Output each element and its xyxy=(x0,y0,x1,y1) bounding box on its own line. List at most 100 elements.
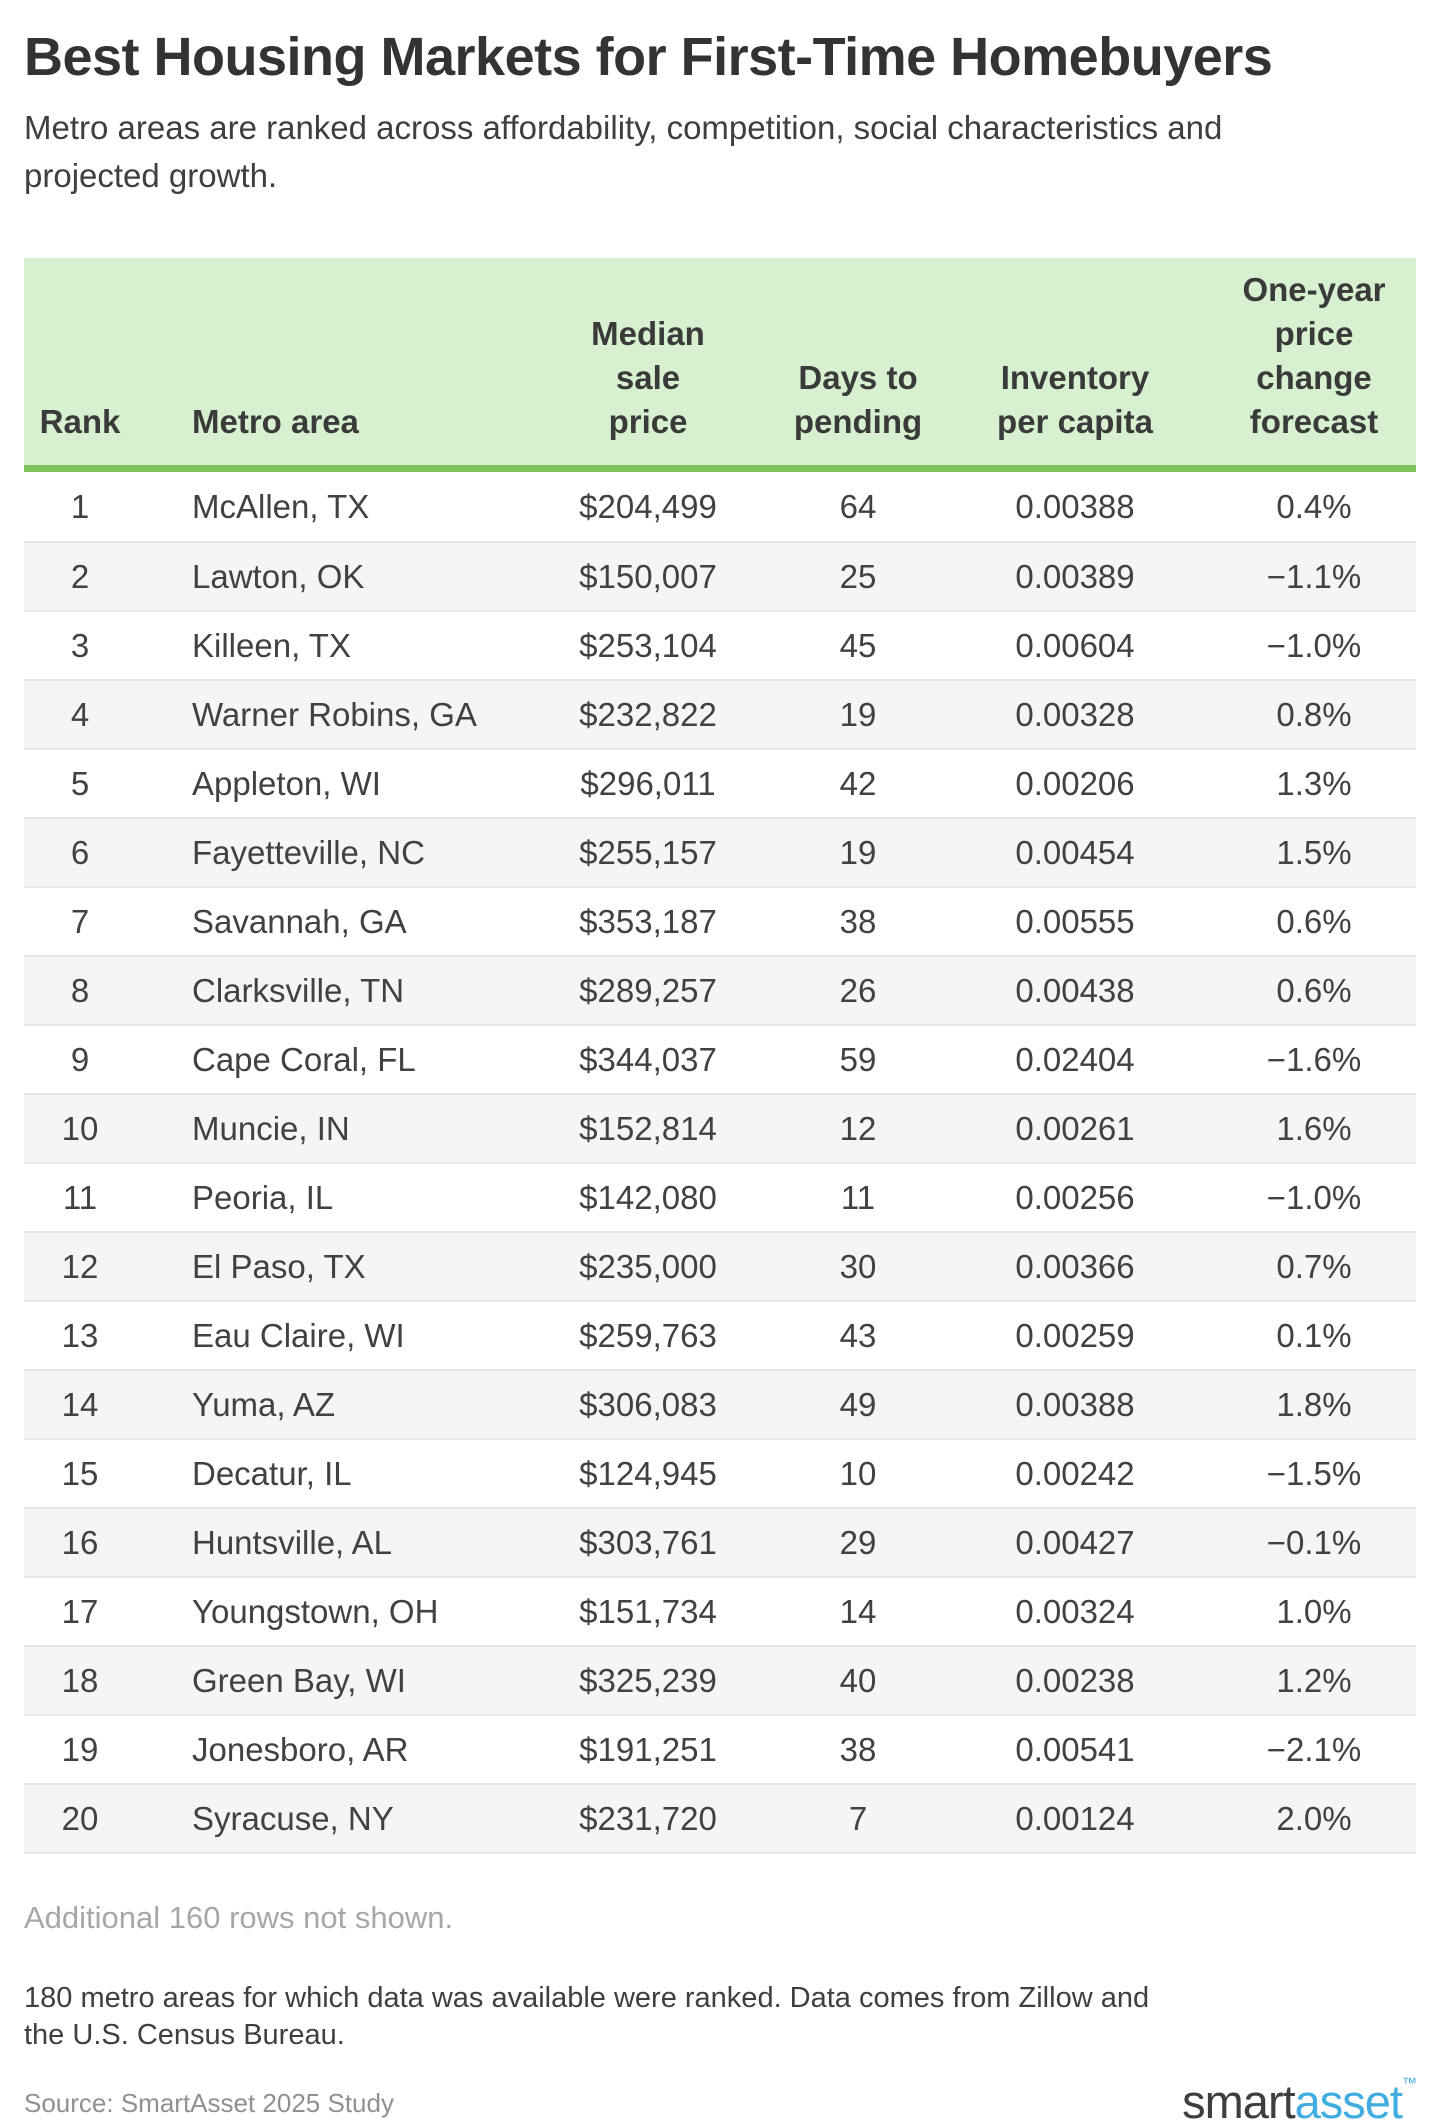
metro-area-cell: Green Bay, WI xyxy=(192,1661,406,1699)
price-forecast-cell: 1.0% xyxy=(1276,1592,1352,1630)
days-to-pending-cell: 38 xyxy=(839,1730,877,1768)
median-sale-price-cell: $231,720 xyxy=(579,1799,717,1837)
inventory-per-capita-cell: 0.00541 xyxy=(1015,1730,1135,1768)
days-to-pending-cell: 29 xyxy=(839,1523,877,1561)
price-forecast-cell: 1.8% xyxy=(1276,1385,1352,1423)
median-sale-price-cell: $191,251 xyxy=(579,1730,717,1768)
metro-area-cell: Jonesboro, AR xyxy=(192,1730,409,1768)
rank-cell: 7 xyxy=(70,902,90,940)
table-row: 5 Appleton, WI $296,011 42 0.00206 1.3% xyxy=(24,748,1416,817)
price-forecast-cell: −2.1% xyxy=(1266,1730,1362,1768)
median-sale-price-cell: $259,763 xyxy=(579,1316,717,1354)
logo-trademark: ™ xyxy=(1402,2075,1417,2093)
table-row: 6 Fayetteville, NC $255,157 19 0.00454 1… xyxy=(24,817,1416,887)
rank-cell: 14 xyxy=(61,1385,99,1423)
days-to-pending-cell: 11 xyxy=(840,1178,876,1216)
inventory-per-capita-cell: 0.00366 xyxy=(1015,1247,1135,1285)
table-row: 12 El Paso, TX $235,000 30 0.00366 0.7% xyxy=(24,1231,1416,1301)
column-header-median-sale-price: Median sale price xyxy=(591,315,705,441)
methodology-note: 180 metro areas for which data was avail… xyxy=(24,1982,1150,2052)
days-to-pending-cell: 43 xyxy=(839,1316,877,1354)
column-header-metro-area: Metro area xyxy=(192,403,359,441)
price-forecast-cell: −1.0% xyxy=(1266,626,1362,664)
days-to-pending-cell: 49 xyxy=(839,1385,877,1423)
median-sale-price-cell: $235,000 xyxy=(579,1247,717,1285)
metro-area-cell: Peoria, IL xyxy=(192,1178,334,1216)
page-title: Best Housing Markets for First-Time Home… xyxy=(24,27,1273,87)
rank-cell: 13 xyxy=(61,1316,99,1354)
price-forecast-cell: 1.3% xyxy=(1276,764,1352,802)
table-row: 11 Peoria, IL $142,080 11 0.00256 −1.0% xyxy=(24,1162,1416,1231)
days-to-pending-cell: 19 xyxy=(839,695,877,733)
column-header-rank: Rank xyxy=(39,403,121,441)
column-header-one-year-forecast: One-year price change forecast xyxy=(1242,271,1386,441)
rank-cell: 18 xyxy=(61,1661,99,1699)
price-forecast-cell: 2.0% xyxy=(1276,1799,1352,1837)
source-note: Source: SmartAsset 2025 Study xyxy=(24,2088,394,2119)
rank-cell: 20 xyxy=(61,1799,99,1837)
days-to-pending-cell: 12 xyxy=(839,1109,877,1147)
table-row: 13 Eau Claire, WI $259,763 43 0.00259 0.… xyxy=(24,1300,1416,1369)
table-row: 3 Killeen, TX $253,104 45 0.00604 −1.0% xyxy=(24,610,1416,679)
days-to-pending-cell: 30 xyxy=(839,1247,877,1285)
metro-area-cell: El Paso, TX xyxy=(192,1247,366,1285)
days-to-pending-cell: 19 xyxy=(839,833,877,871)
days-to-pending-cell: 42 xyxy=(839,764,877,802)
inventory-per-capita-cell: 0.00256 xyxy=(1015,1178,1135,1216)
metro-area-cell: Syracuse, NY xyxy=(192,1799,394,1837)
table-row: 14 Yuma, AZ $306,083 49 0.00388 1.8% xyxy=(24,1369,1416,1439)
days-to-pending-cell: 10 xyxy=(839,1454,877,1492)
price-forecast-cell: 1.5% xyxy=(1276,833,1352,871)
inventory-per-capita-cell: 0.00259 xyxy=(1015,1316,1135,1354)
table-row: 20 Syracuse, NY $231,720 7 0.00124 2.0% xyxy=(24,1783,1416,1853)
price-forecast-cell: 0.6% xyxy=(1276,902,1352,940)
rank-cell: 4 xyxy=(70,695,90,733)
rank-cell: 15 xyxy=(61,1454,99,1492)
metro-area-cell: Fayetteville, NC xyxy=(192,833,425,871)
table-row: 9 Cape Coral, FL $344,037 59 0.02404 −1.… xyxy=(24,1024,1416,1093)
inventory-per-capita-cell: 0.00604 xyxy=(1015,626,1135,664)
price-forecast-cell: 1.2% xyxy=(1276,1661,1352,1699)
rank-cell: 19 xyxy=(61,1730,99,1768)
median-sale-price-cell: $303,761 xyxy=(579,1523,717,1561)
inventory-per-capita-cell: 0.00242 xyxy=(1015,1454,1135,1492)
metro-area-cell: Decatur, IL xyxy=(192,1454,352,1492)
table-row: 17 Youngstown, OH $151,734 14 0.00324 1.… xyxy=(24,1576,1416,1645)
column-header-days-to-pending: Days to pending xyxy=(793,359,923,441)
logo-smart-text: smart xyxy=(1182,2075,1295,2128)
inventory-per-capita-cell: 0.00324 xyxy=(1015,1592,1135,1630)
price-forecast-cell: 0.1% xyxy=(1276,1316,1352,1354)
price-forecast-cell: 0.6% xyxy=(1276,971,1352,1009)
page-subtitle: Metro areas are ranked across affordabil… xyxy=(24,109,1223,195)
price-forecast-cell: −1.1% xyxy=(1266,557,1362,595)
rank-cell: 1 xyxy=(70,487,90,525)
days-to-pending-cell: 7 xyxy=(848,1799,868,1837)
median-sale-price-cell: $232,822 xyxy=(579,695,717,733)
median-sale-price-cell: $152,814 xyxy=(579,1109,717,1147)
housing-markets-table: Rank Metro area Median sale price Days t… xyxy=(24,258,1416,1855)
table-body: 1 McAllen, TX $204,499 64 0.00388 0.4% 2… xyxy=(24,472,1416,1855)
rank-cell: 2 xyxy=(70,557,90,595)
price-forecast-cell: −1.0% xyxy=(1266,1178,1362,1216)
table-row: 16 Huntsville, AL $303,761 29 0.00427 −0… xyxy=(24,1507,1416,1577)
median-sale-price-cell: $353,187 xyxy=(579,902,717,940)
rank-cell: 12 xyxy=(61,1247,99,1285)
table-row: 15 Decatur, IL $124,945 10 0.00242 −1.5% xyxy=(24,1438,1416,1507)
column-header-inventory-per-capita: Inventory per capita xyxy=(997,359,1153,441)
inventory-per-capita-cell: 0.00389 xyxy=(1015,557,1135,595)
median-sale-price-cell: $289,257 xyxy=(579,971,717,1009)
table-row: 18 Green Bay, WI $325,239 40 0.00238 1.2… xyxy=(24,1645,1416,1715)
days-to-pending-cell: 64 xyxy=(839,487,877,525)
price-forecast-cell: −1.5% xyxy=(1266,1454,1362,1492)
additional-rows-note: Additional 160 rows not shown. xyxy=(24,1900,454,1936)
median-sale-price-cell: $124,945 xyxy=(579,1454,717,1492)
days-to-pending-cell: 14 xyxy=(839,1592,877,1630)
metro-area-cell: Youngstown, OH xyxy=(192,1592,439,1630)
median-sale-price-cell: $325,239 xyxy=(579,1661,717,1699)
days-to-pending-cell: 26 xyxy=(839,971,877,1009)
median-sale-price-cell: $142,080 xyxy=(579,1178,717,1216)
inventory-per-capita-cell: 0.00388 xyxy=(1015,1385,1135,1423)
metro-area-cell: Yuma, AZ xyxy=(192,1385,336,1423)
median-sale-price-cell: $204,499 xyxy=(579,487,717,525)
inventory-per-capita-cell: 0.00206 xyxy=(1015,764,1135,802)
